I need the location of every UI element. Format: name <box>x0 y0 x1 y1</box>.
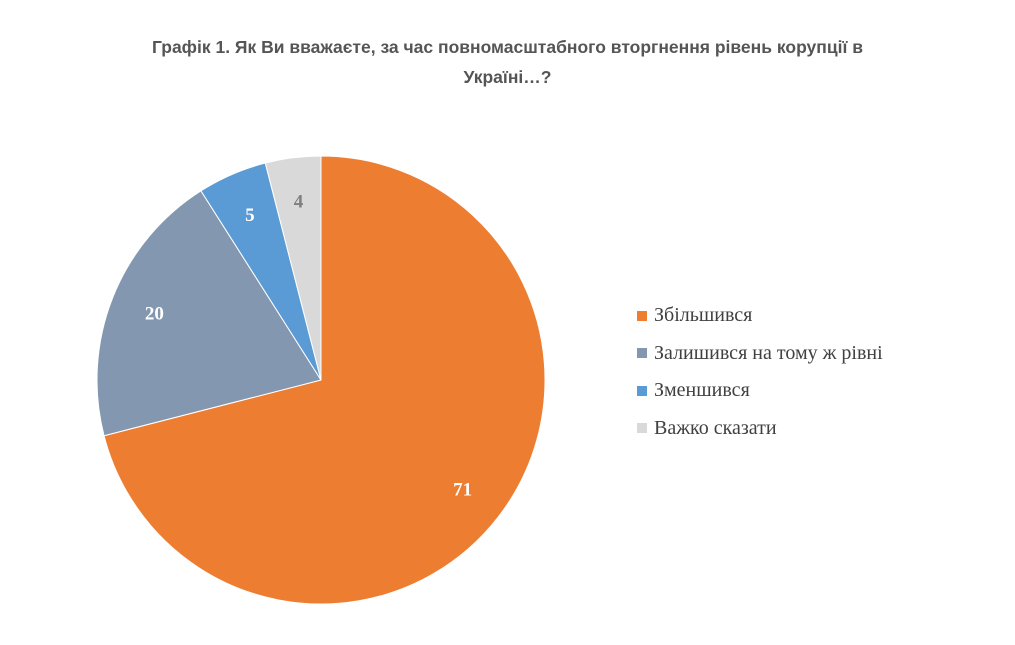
legend-item-4: Важко сказати <box>637 410 883 448</box>
data-label-4: 4 <box>294 192 304 213</box>
data-label-1: 71 <box>453 479 472 500</box>
pie-slice-4 <box>264 155 322 381</box>
legend-swatch <box>637 385 647 396</box>
legend-label: Збільшився <box>654 304 753 327</box>
legend-item-2: Залишився на тому ж рівні <box>637 335 883 373</box>
legend-label: Важко сказати <box>654 416 777 439</box>
legend: Збільшився Залишився на тому ж рівні Зменш… <box>637 297 883 447</box>
pie-slice-2 <box>96 190 322 437</box>
data-label-3: 5 <box>245 205 255 226</box>
legend-item-3: Зменшився <box>637 372 883 410</box>
legend-label: Залишився на тому ж рівні <box>654 341 883 364</box>
chart-title-line-2: Україні…? <box>463 67 552 87</box>
legend-item-1: Збільшився <box>637 297 883 335</box>
data-label-2: 20 <box>145 304 164 325</box>
legend-swatch <box>637 310 647 321</box>
pie-slice-1 <box>103 155 546 605</box>
legend-swatch <box>637 348 647 359</box>
chart-title: Графік 1. Як Ви вважаєте, за час повнома… <box>0 32 1015 92</box>
legend-swatch <box>637 423 647 434</box>
chart-title-line-1: Графік 1. Як Ви вважаєте, за час повнома… <box>152 37 863 57</box>
legend-label: Зменшився <box>654 379 750 402</box>
